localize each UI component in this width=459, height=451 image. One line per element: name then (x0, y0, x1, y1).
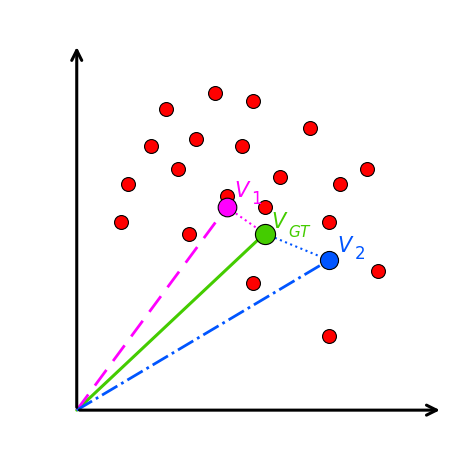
Text: $\mathit{V}$: $\mathit{V}$ (336, 235, 353, 255)
Point (162, 106, 169, 113)
Point (260, 204, 268, 211)
Point (325, 332, 332, 340)
Point (211, 91, 218, 98)
Point (192, 136, 200, 143)
Point (306, 124, 313, 132)
Point (185, 230, 192, 238)
Text: $\mathit{V}$: $\mathit{V}$ (271, 212, 288, 231)
Point (275, 174, 283, 181)
Point (124, 181, 132, 189)
Text: $\mathit{1}$: $\mathit{1}$ (251, 190, 262, 208)
Text: $\mathit{GT}$: $\mathit{GT}$ (287, 223, 312, 239)
Point (223, 193, 230, 200)
Point (117, 219, 124, 226)
Point (249, 280, 257, 287)
Text: $\mathit{V}$: $\mathit{V}$ (234, 180, 251, 200)
Point (147, 143, 154, 151)
Point (238, 143, 245, 151)
Point (174, 166, 181, 174)
Point (249, 98, 257, 106)
Point (363, 166, 370, 174)
Text: $\mathit{2}$: $\mathit{2}$ (353, 245, 364, 262)
Point (260, 230, 268, 238)
Point (336, 181, 343, 189)
Point (325, 257, 332, 264)
Point (374, 268, 381, 276)
Point (223, 204, 230, 211)
Point (325, 219, 332, 226)
